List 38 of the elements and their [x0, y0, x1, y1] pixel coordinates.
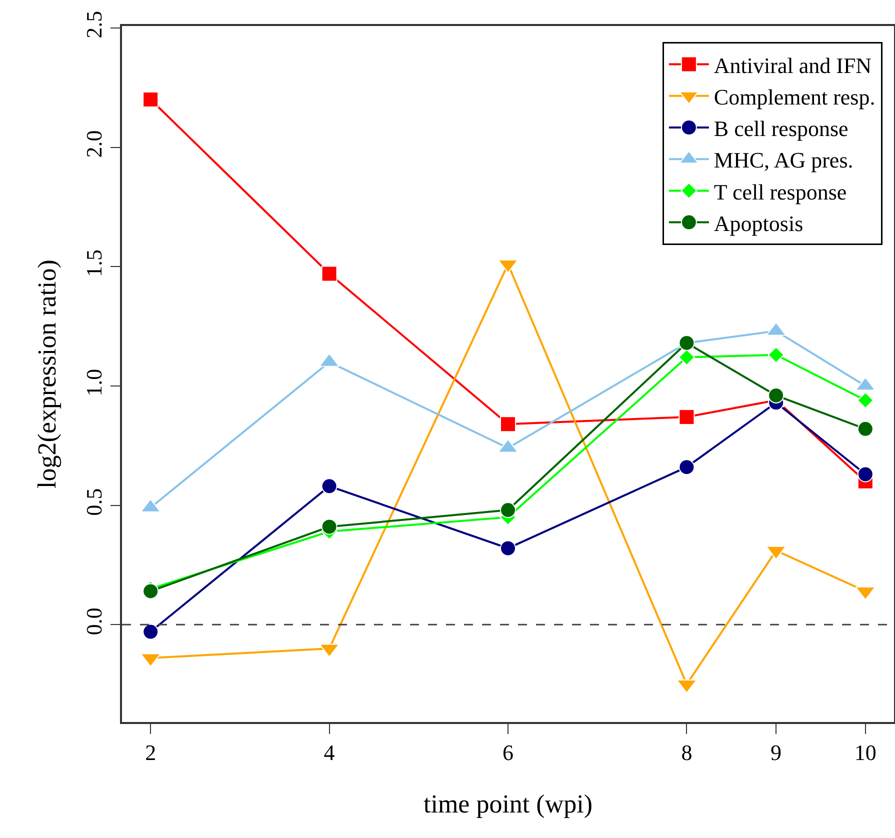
legend-label: MHC, AG pres. — [714, 148, 854, 173]
y-axis-title: log2(expression ratio) — [32, 260, 62, 488]
y-tick-label: 2.5 — [81, 10, 106, 38]
legend-label: T cell response — [714, 179, 847, 204]
point — [321, 266, 338, 282]
legend-label: B cell response — [714, 116, 848, 142]
point — [321, 518, 338, 535]
y-tick-label: 0.0 — [81, 608, 106, 636]
legend-label: Apoptosis — [714, 210, 804, 236]
y-tick-label: 1.5 — [81, 250, 106, 278]
x-tick-label: 4 — [324, 740, 335, 766]
x-tick-label: 10 — [854, 740, 876, 766]
point — [321, 478, 338, 494]
x-axis-title: time point (wpi) — [424, 789, 592, 818]
point — [678, 408, 695, 425]
point — [768, 346, 784, 364]
x-tick-label: 9 — [770, 740, 782, 766]
x-tick-label: 8 — [681, 740, 692, 766]
point — [142, 92, 159, 108]
point — [768, 387, 784, 404]
point — [678, 459, 695, 476]
point — [142, 624, 159, 640]
point — [857, 466, 874, 482]
point — [500, 540, 516, 556]
point — [500, 416, 516, 432]
point — [857, 392, 874, 409]
point — [678, 334, 695, 351]
point — [678, 348, 695, 366]
y-tick-label: 0.5 — [81, 488, 106, 516]
legend-label: Antiviral and IFN — [714, 52, 872, 78]
x-tick-label: 2 — [145, 740, 156, 766]
x-tick-label: 6 — [502, 740, 514, 766]
point — [142, 583, 159, 600]
y-tick-label: 1.0 — [81, 368, 106, 396]
point — [857, 420, 874, 437]
point — [500, 502, 516, 518]
y-tick-label: 2.0 — [81, 130, 106, 158]
legend-label: Complement resp. — [714, 84, 876, 110]
